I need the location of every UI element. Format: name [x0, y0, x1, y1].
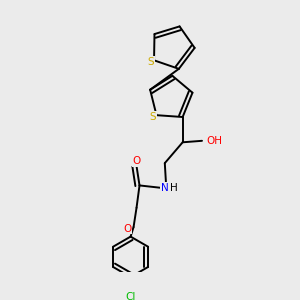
- Text: OH: OH: [206, 136, 223, 146]
- Text: H: H: [170, 182, 178, 193]
- Text: Cl: Cl: [125, 292, 136, 300]
- Text: O: O: [123, 224, 131, 234]
- Text: O: O: [132, 156, 141, 166]
- Text: N: N: [161, 182, 169, 193]
- Text: S: S: [150, 112, 156, 122]
- Text: S: S: [147, 57, 154, 67]
